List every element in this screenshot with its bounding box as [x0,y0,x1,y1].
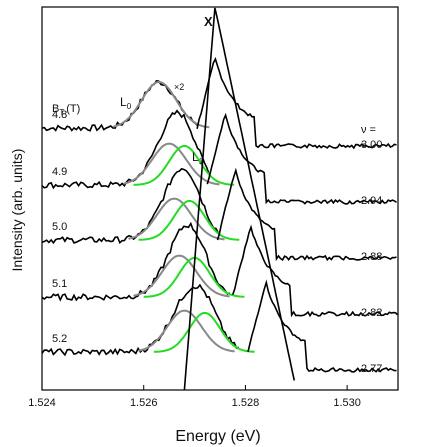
l1-fit-curve [143,256,245,298]
exciton-trace [196,56,397,150]
l0-label: L0 [120,95,132,111]
field-value-label: 5.1 [52,278,67,290]
l1-label: L1 [192,150,204,166]
l0-fit-curve [133,254,230,298]
field-value-label: 4.8 [52,109,67,121]
x-axis-label: Energy (eV) [175,428,260,445]
exciton-trace [206,112,397,205]
x-tick-label: 1.526 [130,397,158,409]
exciton-trace [216,167,397,262]
field-value-label: 5.0 [52,221,67,233]
nu-value-label: 3.00 [361,139,382,151]
y-axis-label: Intensity (arb. units) [9,149,25,272]
field-header-label: BT (T) [52,103,80,117]
luminescence-trace [41,167,219,245]
l0-fit-curve [128,197,225,241]
l0-fit-curve [138,309,235,353]
field-value-label: 4.9 [52,166,67,178]
nu-value-label: 2.77 [361,363,382,375]
plot-area [41,7,399,391]
exciton-trace [231,224,399,318]
exciton-trace [247,279,397,373]
plot-frame [41,6,399,391]
l1-fit-curve [138,199,240,241]
nu-value-label: 2.88 [361,251,382,263]
luminescence-trace [41,283,240,357]
nu-value-label: 2.82 [361,307,382,319]
l1-fit-curve [153,311,255,353]
x-axis: 1.524 1.526 1.528 1.530 [28,385,361,409]
nu-header-label: ν = [361,124,376,136]
l1-fit-curve [133,144,235,186]
l0-fit-curve [113,80,210,129]
field-value-label: 5.2 [52,333,67,345]
x-tick-label: 1.528 [232,397,260,409]
l0-fit-curve [123,142,220,186]
x-tick-label: 1.530 [333,397,361,409]
field-labels: 4.8 4.9 5.0 5.1 5.2 [52,109,67,345]
multiplier-label: ×2 [174,82,184,92]
x-tick-label: 1.524 [28,397,56,409]
exciton-main-trace [183,7,296,391]
peak-x-label: X [204,14,213,29]
luminescence-trace [41,221,231,302]
nu-value-label: 2.94 [361,195,382,207]
filling-factor-labels: 3.00 2.94 2.88 2.82 2.77 [361,139,382,375]
